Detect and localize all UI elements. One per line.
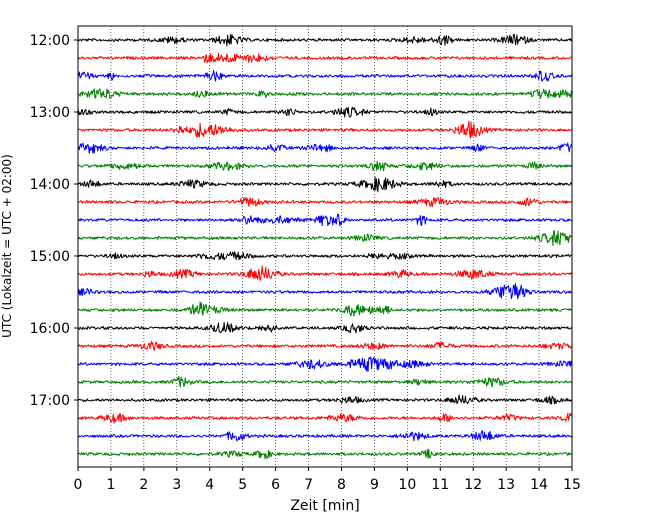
trace-line-10 xyxy=(77,196,573,208)
plot-background xyxy=(78,26,572,467)
x-tick-label-11: 11 xyxy=(431,477,449,493)
x-tick-label-12: 12 xyxy=(464,477,482,493)
trace-line-17 xyxy=(77,321,573,334)
x-tick-label-5: 5 xyxy=(238,477,247,493)
y-tick-label-1700: 17:00 xyxy=(30,393,70,409)
x-axis-label: Zeit [min] xyxy=(290,498,359,514)
y-tick-label-1300: 13:00 xyxy=(30,105,70,121)
trace-line-19 xyxy=(77,356,573,372)
trace-line-24 xyxy=(77,448,573,460)
y-axis-ticks: 12:00 13:00 14:00 15:00 16:00 17:00 xyxy=(30,33,78,409)
x-tick-label-2: 2 xyxy=(139,477,148,493)
trace-line-8 xyxy=(77,160,573,172)
trace-line-5 xyxy=(77,106,573,118)
x-tick-label-14: 14 xyxy=(530,477,548,493)
trace-line-7 xyxy=(77,142,573,154)
x-tick-label-8: 8 xyxy=(337,477,346,493)
trace-line-4 xyxy=(77,88,573,99)
y-tick-label-1400: 14:00 xyxy=(30,177,70,193)
y-tick-label-1500: 15:00 xyxy=(30,249,70,265)
trace-line-1 xyxy=(77,33,572,47)
trace-line-23 xyxy=(77,430,573,442)
trace-line-11 xyxy=(77,213,573,227)
trace-line-21 xyxy=(77,394,573,405)
trace-line-14 xyxy=(77,265,573,281)
trace-line-12 xyxy=(77,230,573,247)
trace-line-9 xyxy=(77,176,573,193)
trace-line-16 xyxy=(77,301,573,317)
x-tick-label-13: 13 xyxy=(497,477,515,493)
x-tick-label-1: 1 xyxy=(106,477,115,493)
x-tick-label-9: 9 xyxy=(370,477,379,493)
x-tick-label-7: 7 xyxy=(304,477,313,493)
x-tick-label-4: 4 xyxy=(205,477,214,493)
y-axis-label: UTC (Lokalzeit = UTC + 02:00) xyxy=(0,154,14,338)
trace-line-20 xyxy=(77,375,573,388)
trace-line-2 xyxy=(77,52,573,64)
y-tick-label-1600: 16:00 xyxy=(30,321,70,337)
x-tick-label-6: 6 xyxy=(271,477,280,493)
x-axis-ticks: 0 1 2 3 4 5 6 7 8 9 10 11 12 13 14 15 xyxy=(74,467,581,493)
trace-line-6 xyxy=(77,120,573,139)
plot-frame xyxy=(77,25,573,468)
x-tick-label-15: 15 xyxy=(563,477,581,493)
trace-line-15 xyxy=(77,282,573,300)
trace-series xyxy=(77,33,573,460)
trace-line-3 xyxy=(77,70,573,82)
x-tick-label-3: 3 xyxy=(172,477,181,493)
trace-line-18 xyxy=(77,340,573,351)
x-tick-label-0: 0 xyxy=(74,477,83,493)
trace-line-13 xyxy=(77,251,573,261)
x-tick-label-10: 10 xyxy=(398,477,416,493)
trace-line-22 xyxy=(77,412,573,424)
y-tick-label-1200: 12:00 xyxy=(30,33,70,49)
